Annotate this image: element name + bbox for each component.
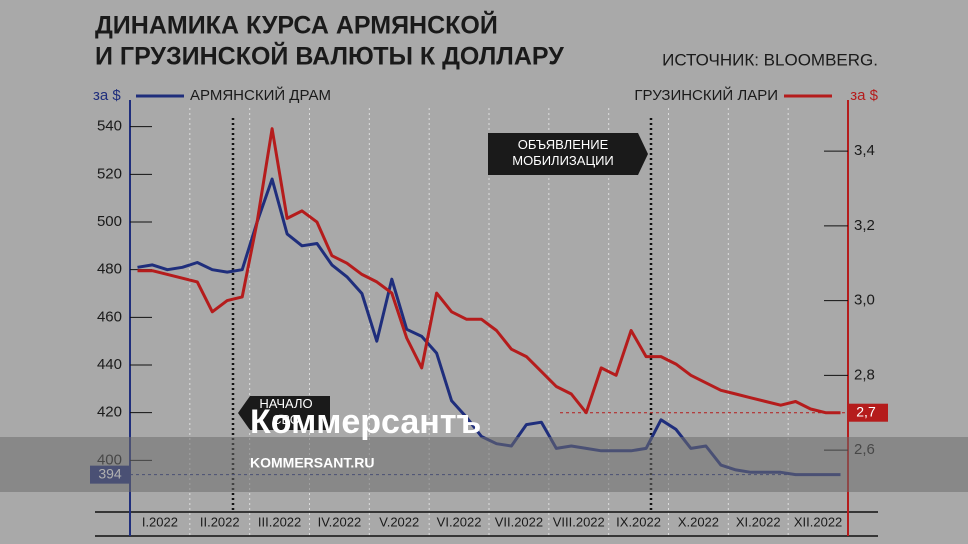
annotation: ОБЪЯВЛЕНИЕ МОБИЛИЗАЦИИ: [488, 133, 648, 175]
y-tick-label: 440: [97, 356, 122, 373]
x-tick-label: VIII.2022: [553, 514, 605, 529]
x-tick-label: IV.2022: [318, 514, 362, 529]
x-tick-label: I.2022: [142, 514, 178, 529]
y2-tick-label: 3,2: [854, 217, 875, 234]
legend-label: ГРУЗИНСКИЙ ЛАРИ: [634, 86, 778, 104]
annotation-box: [488, 133, 648, 175]
y2-tick-label: 3,0: [854, 292, 875, 309]
x-tick-label: II.2022: [200, 514, 240, 529]
legend-label: АРМЯНСКИЙ ДРАМ: [190, 86, 331, 104]
y-tick-label: 500: [97, 213, 122, 230]
y2-unit: за $: [850, 87, 878, 104]
x-tick-label: V.2022: [379, 514, 419, 529]
x-tick-label: IX.2022: [616, 514, 661, 529]
chart-title: ДИНАМИКА КУРСА АРМЯНСКОЙ: [95, 10, 498, 40]
y2-tick-label: 2,8: [854, 366, 875, 383]
x-tick-label: VII.2022: [495, 514, 543, 529]
series-line: [137, 127, 841, 415]
watermark-band: [0, 437, 968, 492]
chart-title: И ГРУЗИНСКОЙ ВАЛЮТЫ К ДОЛЛАРУ: [95, 41, 564, 71]
y-tick-label: 480: [97, 261, 122, 278]
watermark-url: KOMMERSANT.RU: [250, 455, 374, 471]
x-tick-label: III.2022: [258, 514, 301, 529]
y-tick-label: 520: [97, 165, 122, 182]
y-tick-label: 540: [97, 118, 122, 135]
x-tick-label: XI.2022: [736, 514, 781, 529]
watermark-logo: Коммерсантъ: [250, 403, 481, 441]
annotation: НАЧАЛО СВО: [238, 396, 330, 430]
annotation-text: ОБЪЯВЛЕНИЕ МОБИЛИЗАЦИИ: [512, 138, 614, 169]
y-tick-label: 420: [97, 404, 122, 421]
x-tick-label: X.2022: [678, 514, 719, 529]
annotation-text: НАЧАЛО СВО: [259, 397, 312, 428]
end-box: [848, 403, 888, 422]
x-tick-label: VI.2022: [437, 514, 482, 529]
end-label: 2,7: [856, 403, 876, 419]
y2-tick-label: 3,4: [854, 142, 875, 159]
x-tick-label: XII.2022: [794, 514, 842, 529]
annotation-box: [238, 396, 330, 430]
y-tick-label: 460: [97, 308, 122, 325]
source: ИСТОЧНИК: BLOOMBERG.: [662, 50, 878, 69]
y-unit: за $: [93, 87, 121, 104]
